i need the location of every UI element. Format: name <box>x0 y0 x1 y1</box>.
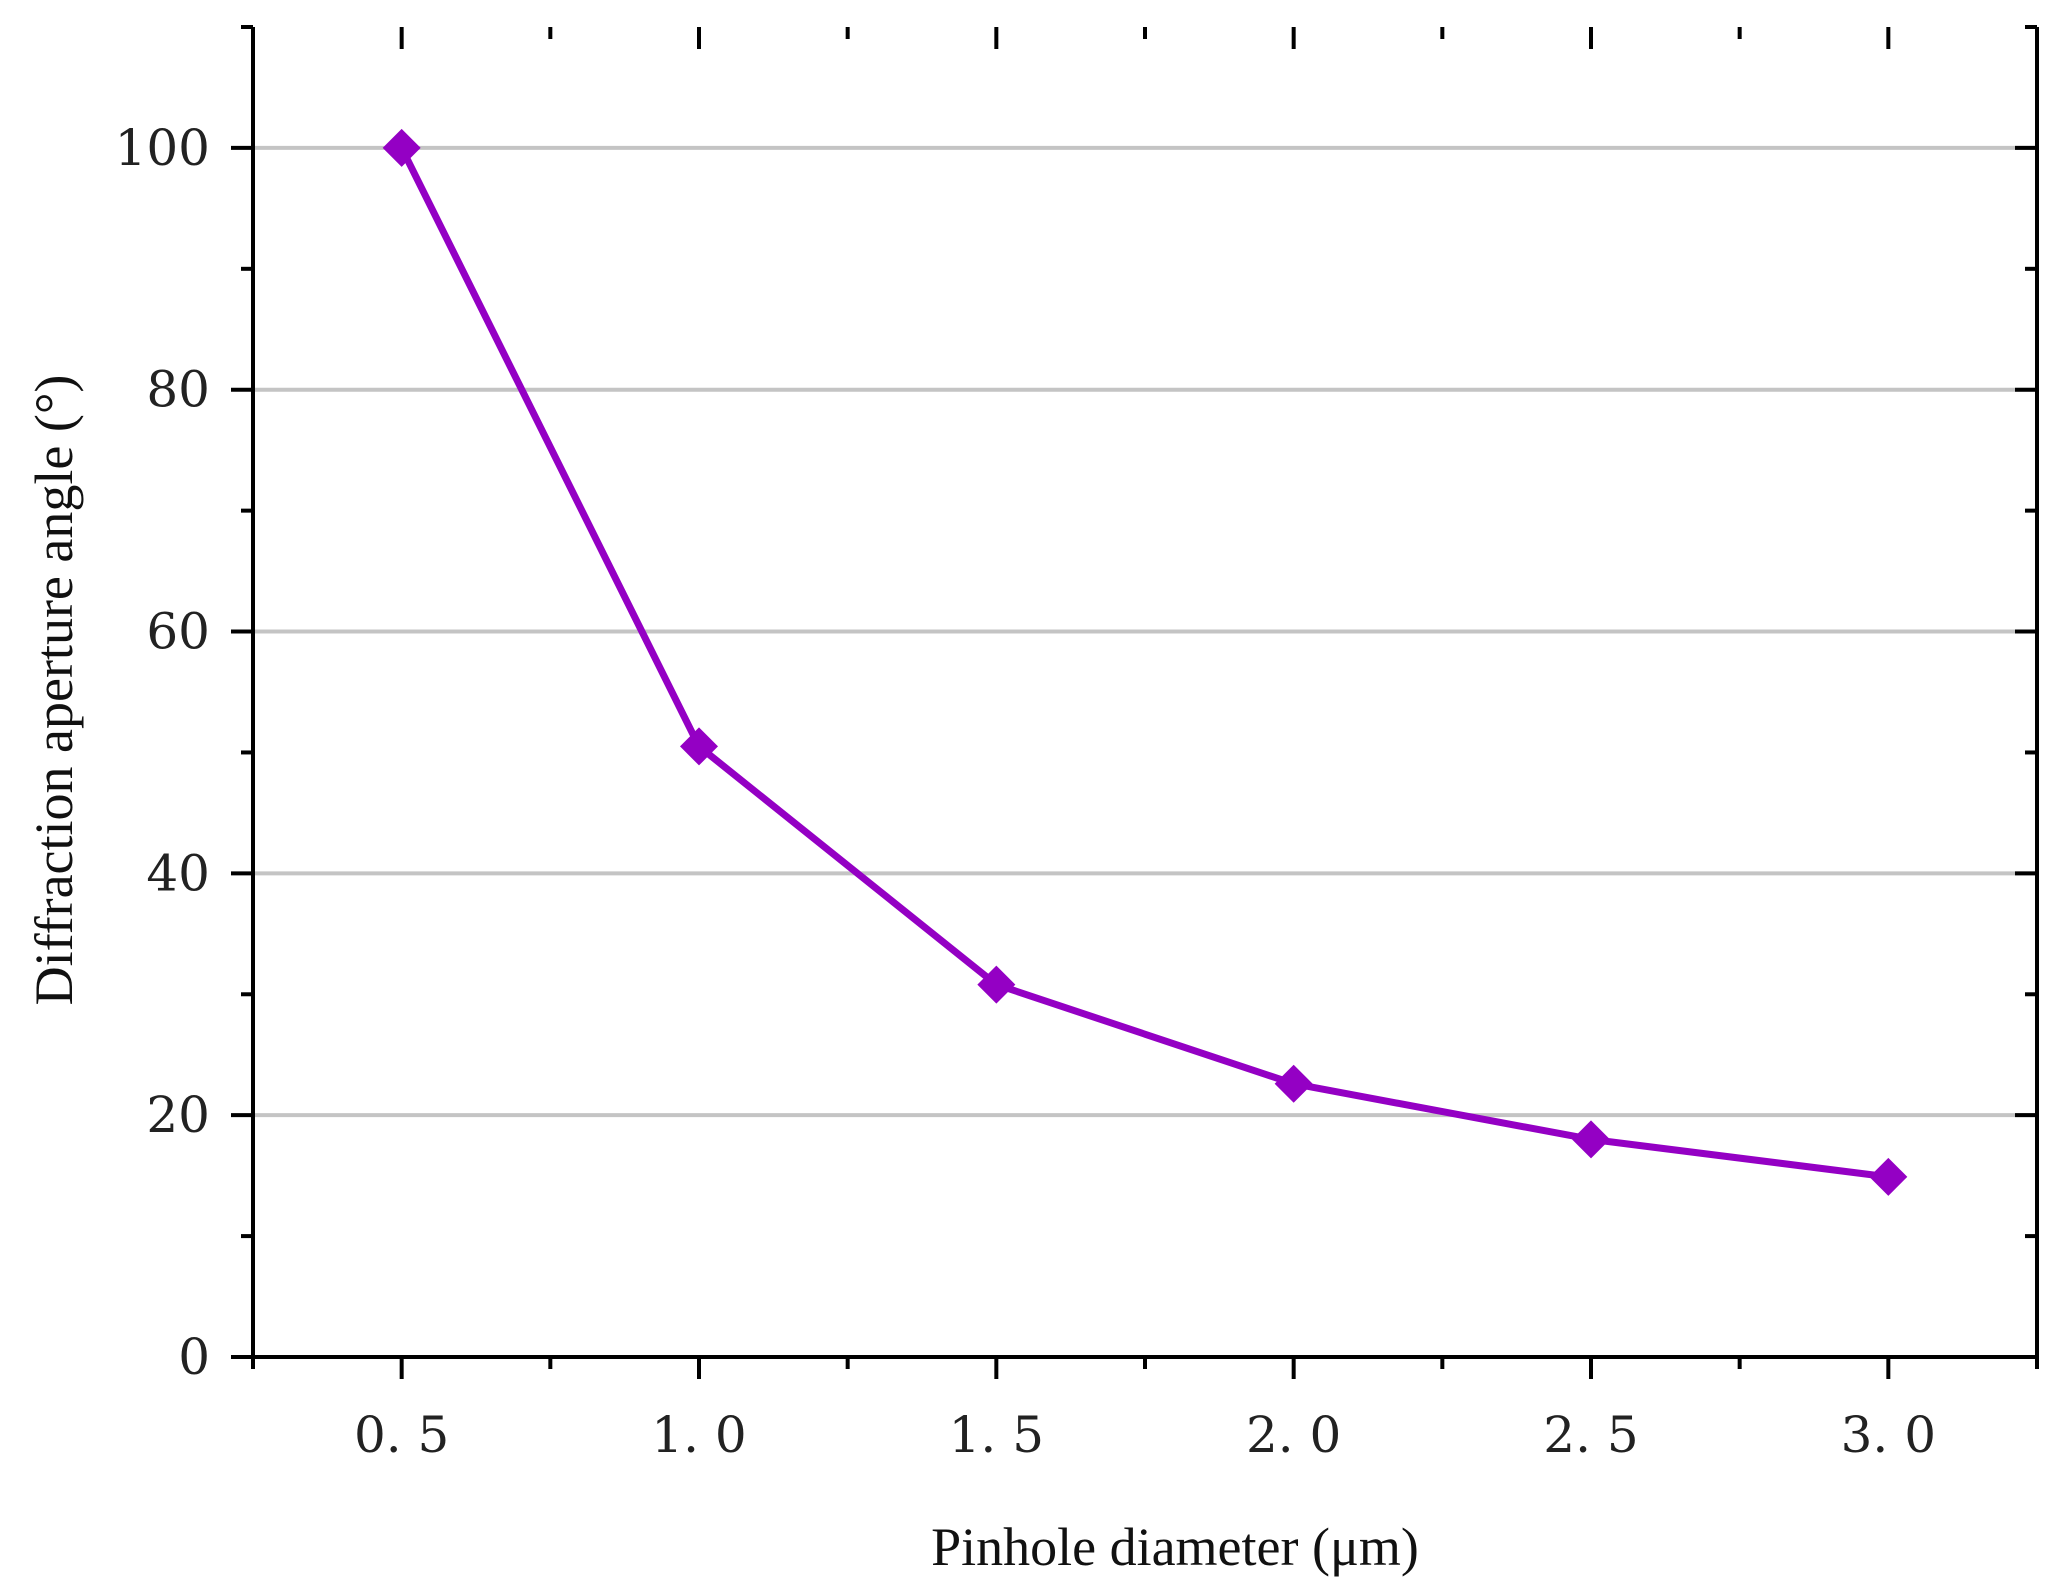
y-tick-label: 80 <box>146 361 210 419</box>
data-point-marker <box>977 965 1016 1004</box>
data-point-marker <box>680 727 718 766</box>
y-axis-title: Diffraction aperture angle (°) <box>24 375 84 1006</box>
axis-ticks <box>231 25 2039 1379</box>
y-tick-label: 60 <box>146 603 210 661</box>
x-tick-label: 2. 5 <box>1543 1406 1638 1464</box>
x-tick-label: 1. 5 <box>949 1406 1044 1464</box>
y-tick-label: 100 <box>115 119 210 177</box>
data-point-marker <box>382 128 421 167</box>
series-line <box>398 146 1889 1181</box>
x-tick-label: 2. 0 <box>1246 1406 1341 1464</box>
x-tick-label: 3. 0 <box>1841 1406 1936 1464</box>
x-tick-labels: 0. 5 1. 0 1. 5 2. 0 2. 5 3. 0 <box>354 1406 1936 1464</box>
x-tick-label: 0. 5 <box>354 1406 449 1464</box>
y-tick-label: 0 <box>178 1328 210 1386</box>
data-series <box>382 128 1908 1196</box>
plot-frame <box>251 27 2039 1359</box>
gridlines <box>253 145 2037 1118</box>
y-tick-label: 40 <box>146 844 210 902</box>
y-tick-labels: 0 20 40 60 80 100 <box>115 119 210 1386</box>
data-point-marker <box>1572 1120 1610 1159</box>
x-axis-title: Pinhole diameter (μm) <box>931 1517 1419 1577</box>
y-tick-label: 20 <box>146 1086 210 1144</box>
data-point-marker <box>1274 1064 1313 1103</box>
x-tick-label: 1. 0 <box>651 1406 746 1464</box>
data-point-marker <box>1869 1157 1908 1196</box>
